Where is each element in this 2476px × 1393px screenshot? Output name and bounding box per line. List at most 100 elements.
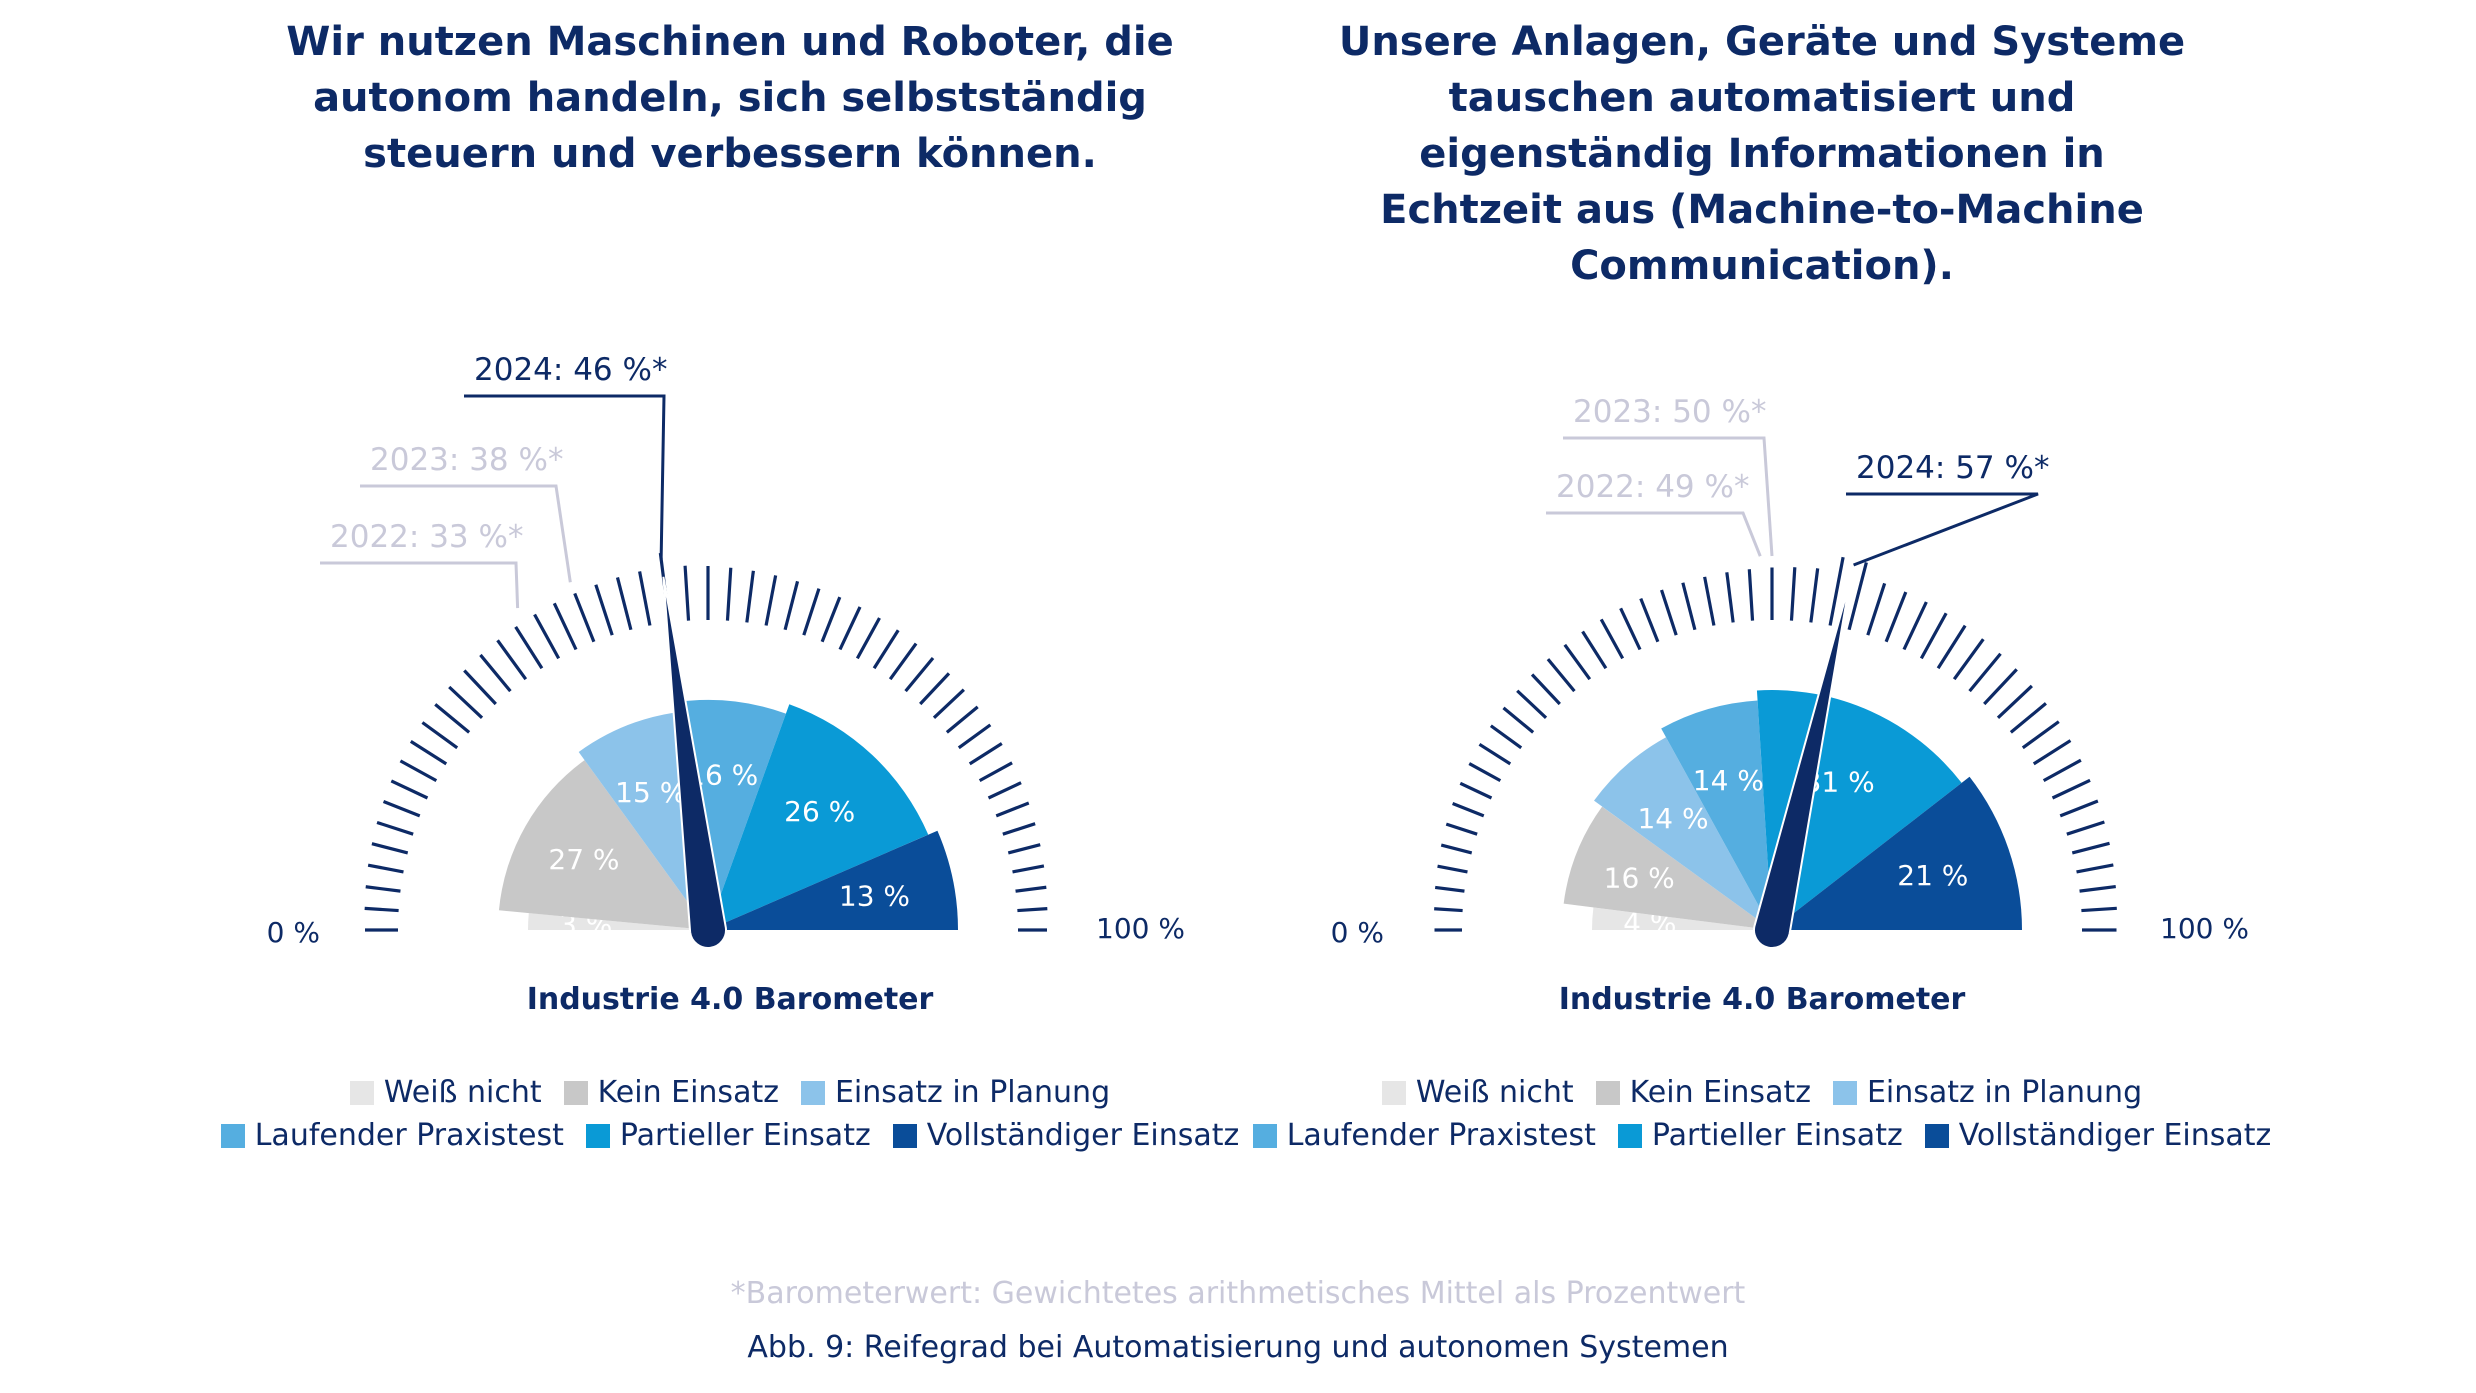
gauge-segment-partieller-einsatz — [708, 704, 929, 930]
gauge-tick — [2071, 841, 2110, 855]
legend-swatch — [892, 1123, 917, 1148]
legend-swatch — [563, 1080, 588, 1105]
gauge-segment-einsatz-in-planung — [578, 712, 708, 930]
gauge-tick — [376, 820, 414, 836]
gauge-tick — [1599, 618, 1625, 660]
legend-swatch — [800, 1080, 825, 1105]
gauge-tick — [820, 596, 842, 643]
gauge-tick — [421, 721, 459, 750]
gauge-tick — [783, 580, 800, 631]
gauge-segment-kein-einsatz — [1563, 806, 1772, 930]
marker-label: 2023: 50 %* — [1573, 394, 1766, 430]
gauge-tick — [904, 656, 935, 693]
gauge-tick — [434, 703, 471, 734]
gauge-tick — [367, 863, 404, 874]
gauge-tick — [888, 642, 918, 681]
gauge-tick — [2051, 778, 2091, 800]
legend-item: Partieller Einsatz — [585, 1118, 871, 1153]
marker-leader-line — [1546, 511, 1762, 557]
gauge-tick — [2032, 739, 2072, 766]
gauge-tick — [533, 613, 561, 660]
legend-item: Einsatz in Planung — [800, 1075, 1110, 1110]
gauge-tick — [2081, 906, 2117, 913]
legend-item: Weiß nicht — [349, 1075, 542, 1110]
barometer-marker-2022: 2022: 33 %* — [320, 519, 523, 609]
gauge-tick — [745, 570, 755, 623]
gauge-chart-left: 3 %27 %15 %16 %26 %13 %0 % 100 %2022: 33 … — [267, 352, 1185, 949]
marker-leader-line — [1563, 436, 1774, 557]
marker-label: 2023: 38 %* — [370, 442, 563, 478]
scale-min-label: 0 % — [1331, 916, 1384, 949]
gauge-tick — [1478, 742, 1512, 766]
gauge-chart-right: 4 %16 %14 %14 % 31 %21 %0 % 100 %2022: 49 … — [1331, 394, 2249, 949]
gauge-tick — [1639, 597, 1660, 643]
legend-swatch — [1832, 1080, 1857, 1105]
gauge-segment-laufender-praxistest — [1661, 700, 1772, 930]
gauge-tick — [514, 626, 544, 670]
gauge-ticks — [1434, 556, 2117, 932]
gauge-tick — [365, 885, 401, 893]
scale-min-label: 0 % — [267, 916, 320, 949]
gauge-tick — [364, 906, 399, 913]
segment-value-label: 14 % — [1637, 802, 1708, 835]
gauge-tick — [1952, 638, 1985, 681]
barometer-marker-2024: 2024: 57 %* — [1846, 450, 2049, 567]
gauge-tick — [2021, 720, 2060, 750]
legend-item: Vollständiger Einsatz — [1924, 1118, 2271, 1153]
segment-value-label: 14 % — [1693, 764, 1764, 797]
gauge-tick — [1884, 591, 1908, 643]
gauge-segment-vollstaendiger-einsatz — [1772, 776, 2022, 930]
chart-left-title: Wir nutzen Maschinen und Roboter, die au… — [286, 19, 1174, 177]
gauge-tick — [1996, 684, 2033, 719]
gauge-tick — [1017, 907, 1048, 913]
gauge-segment-einsatz-in-planung — [1594, 737, 1772, 930]
gauge-tick — [1660, 589, 1678, 636]
legend-item: Laufender Praxistest — [220, 1118, 564, 1153]
chart-right-title: Unsere Anlagen, Geräte und Systeme tausc… — [1338, 19, 2186, 289]
gauge-tick — [978, 761, 1013, 783]
barometer-marker-2024: 2024: 46 %* — [464, 352, 667, 559]
gauge-tick — [496, 639, 528, 681]
legend-swatch — [585, 1123, 610, 1148]
barometer-marker-2023: 2023: 38 %* — [360, 442, 572, 583]
gauge-tick — [872, 629, 900, 670]
scale-max-label: 100 % — [1096, 912, 1185, 945]
gauge-tick — [371, 842, 409, 855]
gauge-tick — [957, 723, 992, 750]
gauge-tick — [1968, 652, 2002, 693]
gauge-tick — [399, 759, 438, 783]
marker-label: 2022: 49 %* — [1556, 469, 1749, 505]
segment-value-label: 27 % — [548, 843, 619, 876]
gauge-segment-weiss-nicht — [528, 913, 708, 930]
gauge-tick — [1789, 567, 1797, 621]
legend-item: Laufender Praxistest — [1252, 1118, 1596, 1153]
gauge-tick — [1546, 658, 1576, 693]
footnote: *Barometerwert: Gewichtetes arithmetisch… — [730, 1276, 1746, 1311]
gauge-segment-vollstaendiger-einsatz — [708, 830, 958, 930]
gauge-tick — [1828, 556, 1845, 626]
gauge-tick — [838, 606, 862, 651]
gauge-tick — [1681, 582, 1697, 631]
gauge-tick — [382, 800, 421, 818]
segment-value-label: 15 % — [615, 776, 686, 809]
gauge-tick — [1452, 802, 1485, 818]
gauge-tick — [1563, 643, 1592, 681]
gauge-tick — [1747, 569, 1755, 621]
gauge-tick — [1516, 689, 1548, 719]
gauge-tick — [448, 685, 484, 719]
gauge-tick — [1468, 762, 1502, 783]
gauge-tick — [552, 602, 578, 651]
gauge-tick — [1459, 781, 1493, 800]
gauge-tick — [1502, 706, 1535, 734]
gauge-tick — [1437, 864, 1468, 874]
gauge-tick — [932, 688, 965, 719]
legend-item: Einsatz in Planung — [1832, 1075, 2142, 1110]
gauge-tick — [1581, 630, 1608, 670]
gauge-tick — [725, 567, 733, 621]
legend-left: Weiß nicht Kein Einsatz Einsatz in Planu… — [220, 1075, 1239, 1161]
gauge-tick — [2059, 799, 2099, 818]
gauge-tick — [390, 779, 429, 800]
gauge-tick — [1002, 822, 1036, 836]
gauge-tick — [409, 740, 448, 766]
chart-left-subtitle: Industrie 4.0 Barometer — [526, 982, 934, 1017]
